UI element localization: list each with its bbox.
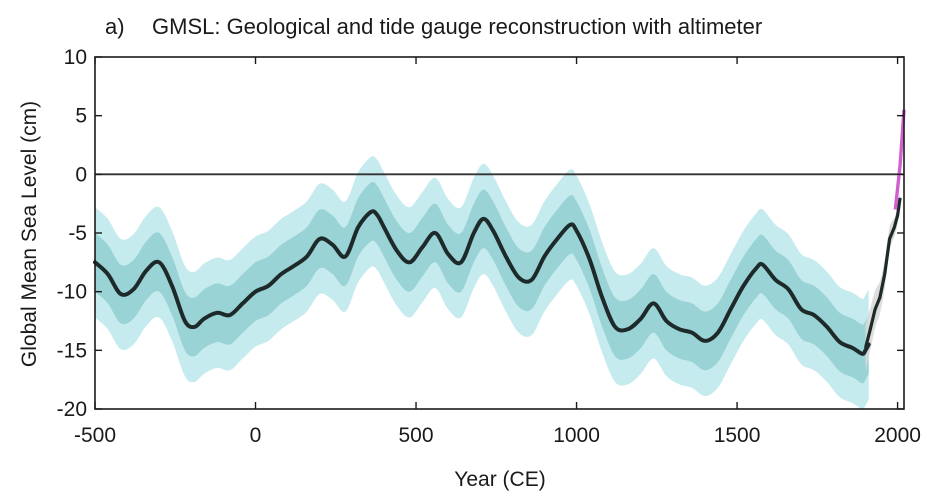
y-tick-label: 5 [75, 105, 87, 128]
y-axis-label: Global Mean Sea Level (cm) [18, 101, 41, 367]
y-tick-label: 10 [64, 46, 87, 69]
inner-uncertainty-band [95, 181, 869, 384]
y-tick-label: -10 [57, 281, 87, 304]
series-lines [93, 109, 906, 356]
tide-gauge-line [863, 197, 902, 349]
central-estimate-line [93, 209, 871, 356]
chart-title: GMSL: Geological and tide gauge reconstr… [152, 14, 762, 39]
y-tick-label: -5 [68, 222, 87, 245]
x-tick-label: 1500 [714, 424, 761, 447]
panel-label: a) [105, 14, 125, 39]
x-axis-label: Year (CE) [454, 468, 545, 491]
y-axis: -20 -15 -10 -5 0 5 10 [57, 46, 904, 421]
y-tick-label: -20 [57, 398, 87, 421]
x-tick-label: 2000 [874, 424, 921, 447]
x-tick-label: 1000 [553, 424, 600, 447]
x-tick-label: 0 [250, 424, 262, 447]
x-axis: -500 0 500 1000 1500 2000 [74, 57, 921, 447]
x-tick-label: -500 [74, 424, 116, 447]
y-tick-label: -15 [57, 339, 87, 362]
y-tick-label: 0 [75, 163, 87, 186]
altimeter-line [893, 109, 906, 210]
x-tick-label: 500 [399, 424, 434, 447]
